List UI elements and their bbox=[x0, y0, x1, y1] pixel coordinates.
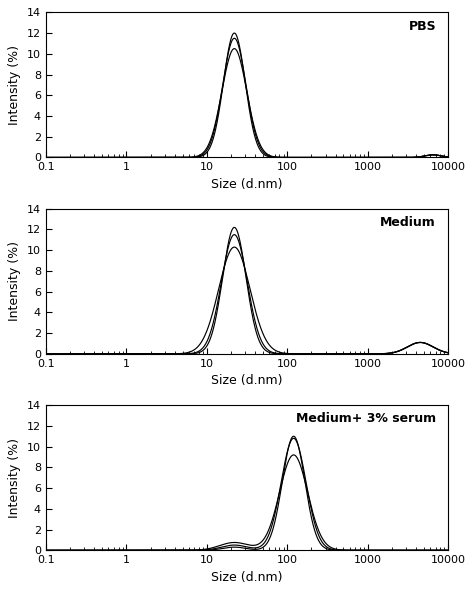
Y-axis label: Intensity (%): Intensity (%) bbox=[9, 45, 21, 125]
X-axis label: Size (d.nm): Size (d.nm) bbox=[211, 571, 283, 584]
X-axis label: Size (d.nm): Size (d.nm) bbox=[211, 178, 283, 191]
Y-axis label: Intensity (%): Intensity (%) bbox=[9, 437, 21, 517]
Y-axis label: Intensity (%): Intensity (%) bbox=[9, 242, 21, 321]
X-axis label: Size (d.nm): Size (d.nm) bbox=[211, 374, 283, 387]
Text: PBS: PBS bbox=[409, 20, 436, 33]
Text: Medium+ 3% serum: Medium+ 3% serum bbox=[296, 413, 436, 426]
Text: Medium: Medium bbox=[380, 216, 436, 229]
